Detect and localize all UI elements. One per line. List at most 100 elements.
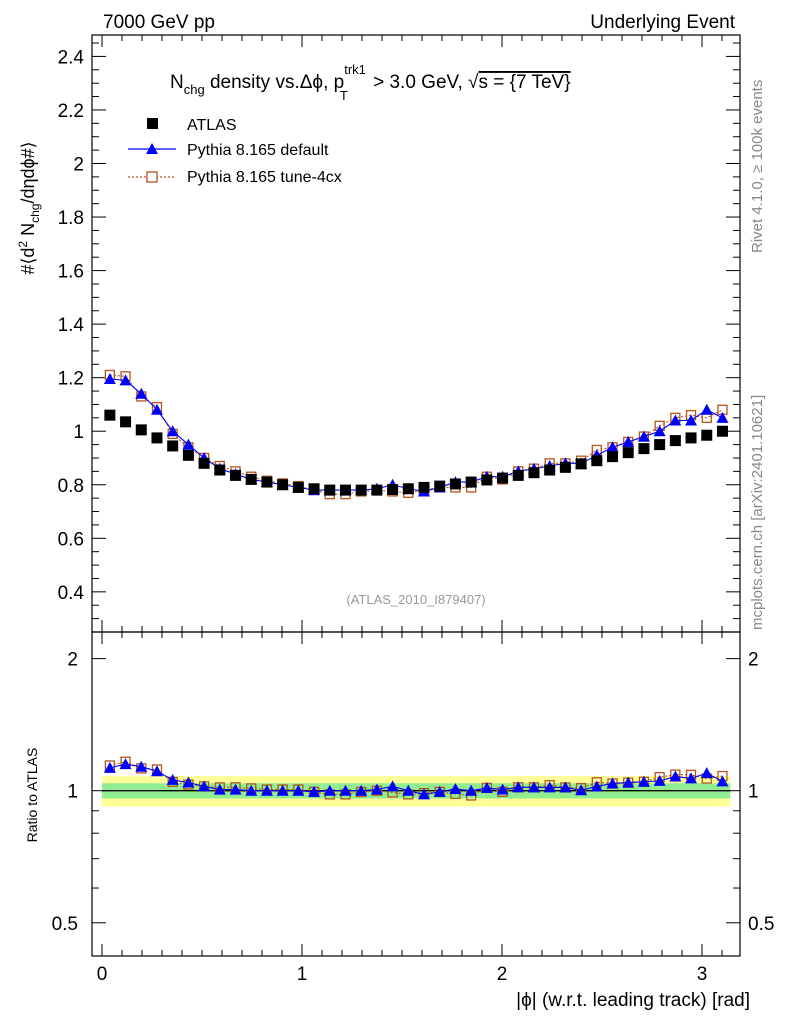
ratio-pythia-default-point <box>245 784 258 796</box>
main-atlas-point <box>654 439 666 451</box>
ratio-pythia-default-point <box>339 784 352 796</box>
ratio-pythia-default-point <box>700 767 713 779</box>
ratio-pythia-default-point <box>575 784 588 796</box>
main-pythia-default-point <box>103 373 116 385</box>
ratio-pythia-default-line <box>109 763 723 795</box>
main-atlas-point <box>622 447 634 459</box>
main-atlas-point <box>685 432 697 444</box>
main-y-tick-label: 1.8 <box>58 208 84 229</box>
main-atlas-point <box>230 469 242 481</box>
ratio-pythia-default-point <box>119 758 132 770</box>
main-atlas-point <box>544 464 556 476</box>
ratio-pythia-default-point <box>480 781 493 793</box>
main-y-tick-label: 0.6 <box>58 529 84 550</box>
main-y-tick-label: 1.6 <box>58 262 84 283</box>
ratio-pythia-default-point <box>449 783 462 795</box>
title-s: s = {7 TeV} <box>478 72 570 93</box>
main-pythia-default-point <box>685 414 698 426</box>
main-atlas-point <box>434 480 446 492</box>
ratio-pythia-default-point <box>716 775 729 787</box>
ratio-pythia-default-point <box>606 777 619 789</box>
ratio-pythia-default-point <box>418 788 431 800</box>
main-ylabel: #⟨d2 Nchg/dηdϕ#⟩ <box>16 141 42 274</box>
axes: 0 1 2 3 0.4 0.6 0.8 1 1.2 1.4 1.6 1.8 2 2.2 2.4 0.5 0.5 1… <box>52 35 774 985</box>
rivet-label: Rivet 4.1.0, ≥ 100k events <box>749 80 766 253</box>
main-pythia-default-point <box>700 403 713 415</box>
main-atlas-point <box>638 443 650 455</box>
main-atlas-point <box>402 483 414 495</box>
title-n: N <box>170 72 184 93</box>
main-atlas-point <box>324 484 336 496</box>
main-atlas-point <box>575 458 587 470</box>
x-tick-label: 2 <box>497 964 508 985</box>
main-pythia-default-point <box>135 387 148 399</box>
main-atlas-point <box>277 479 289 491</box>
ratio-y-tick-label-right: 2 <box>748 650 759 671</box>
ratio-bands <box>102 776 731 807</box>
ratio-pythia-default-point <box>465 784 478 796</box>
main-plot-marks <box>103 369 729 500</box>
main-pythia-default-point <box>669 414 682 426</box>
title-rest: > 3.0 GeV, <box>368 72 468 93</box>
ratio-pythia-default-point <box>496 783 509 795</box>
x-tick-label: 0 <box>97 964 108 985</box>
main-pythia-default-line <box>109 378 723 493</box>
main-atlas-point <box>151 432 163 444</box>
title-mid: density vs.Δϕ, p <box>205 72 345 93</box>
ratio-pythia-default-point <box>433 785 446 797</box>
ratio-y-tick-label-right: 1 <box>748 782 759 803</box>
main-atlas-point <box>214 464 226 476</box>
ratio-pythia-default-point <box>512 781 525 793</box>
ratio-y-tick-label: 1 <box>67 782 78 803</box>
ratio-pythia-default-point <box>150 765 163 777</box>
main-pythia-default-point <box>150 403 163 415</box>
x-tick-label: 1 <box>297 964 308 985</box>
ratio-pythia-default-point <box>669 770 682 782</box>
ratio-frame <box>91 631 741 957</box>
ratio-y-tick-label: 0.5 <box>52 914 78 935</box>
main-atlas-point <box>481 474 493 486</box>
header-left: 7000 GeV pp <box>103 12 215 33</box>
main-pythia-default-point <box>637 430 650 442</box>
main-atlas-point <box>182 449 194 461</box>
main-atlas-point <box>387 484 399 496</box>
main-atlas-point <box>167 440 179 452</box>
main-atlas-point <box>528 467 540 479</box>
main-y-tick-label: 2.4 <box>58 47 85 68</box>
main-atlas-point <box>245 473 257 485</box>
main-y-tick-label: 1.2 <box>58 369 84 390</box>
ratio-pythia-default-point <box>260 784 273 796</box>
main-atlas-point <box>418 481 430 493</box>
ratio-pythia-default-point <box>386 780 399 792</box>
main-atlas-point <box>120 416 132 428</box>
main-atlas-point <box>355 484 367 496</box>
main-atlas-point <box>701 429 713 441</box>
legend-tune-marker <box>146 171 158 183</box>
ratio-pythia-default-point <box>198 780 211 792</box>
main-atlas-point <box>607 451 618 463</box>
plot-title: Nchg density vs.Δϕ, ptrk1 T > 3.0 GeV, √s… <box>170 62 571 103</box>
ratio-pythia-default-point <box>370 783 383 795</box>
ratio-pythia-tune4cx-line <box>109 761 723 797</box>
main-pythia-default-point <box>119 374 132 386</box>
ratio-pythia-default-point <box>622 776 635 788</box>
main-atlas-point <box>449 478 461 490</box>
main-atlas-point <box>465 476 477 488</box>
ratio-plot-marks <box>103 756 729 801</box>
ratio-y-tick-label-right: 0.5 <box>748 914 774 935</box>
ratio-pythia-default-point <box>402 784 415 796</box>
ratio-pythia-default-point <box>685 772 698 784</box>
ylabel-a: #⟨d <box>18 248 38 275</box>
main-y-tick-label: 2.2 <box>58 101 84 122</box>
main-atlas-point <box>371 484 383 496</box>
ylabel-b: N <box>18 223 38 241</box>
ratio-pythia-default-point <box>135 760 148 772</box>
ratio-pythia-default-point <box>323 784 336 796</box>
ratio-pythia-default-point <box>543 781 556 793</box>
legend-tune-label: Pythia 8.165 tune-4cx <box>187 169 342 186</box>
ratio-pythia-default-point <box>590 780 603 792</box>
ratio-pythia-default-point <box>292 784 305 796</box>
ratio-pythia-default-point <box>213 783 226 795</box>
main-atlas-point <box>339 484 351 496</box>
